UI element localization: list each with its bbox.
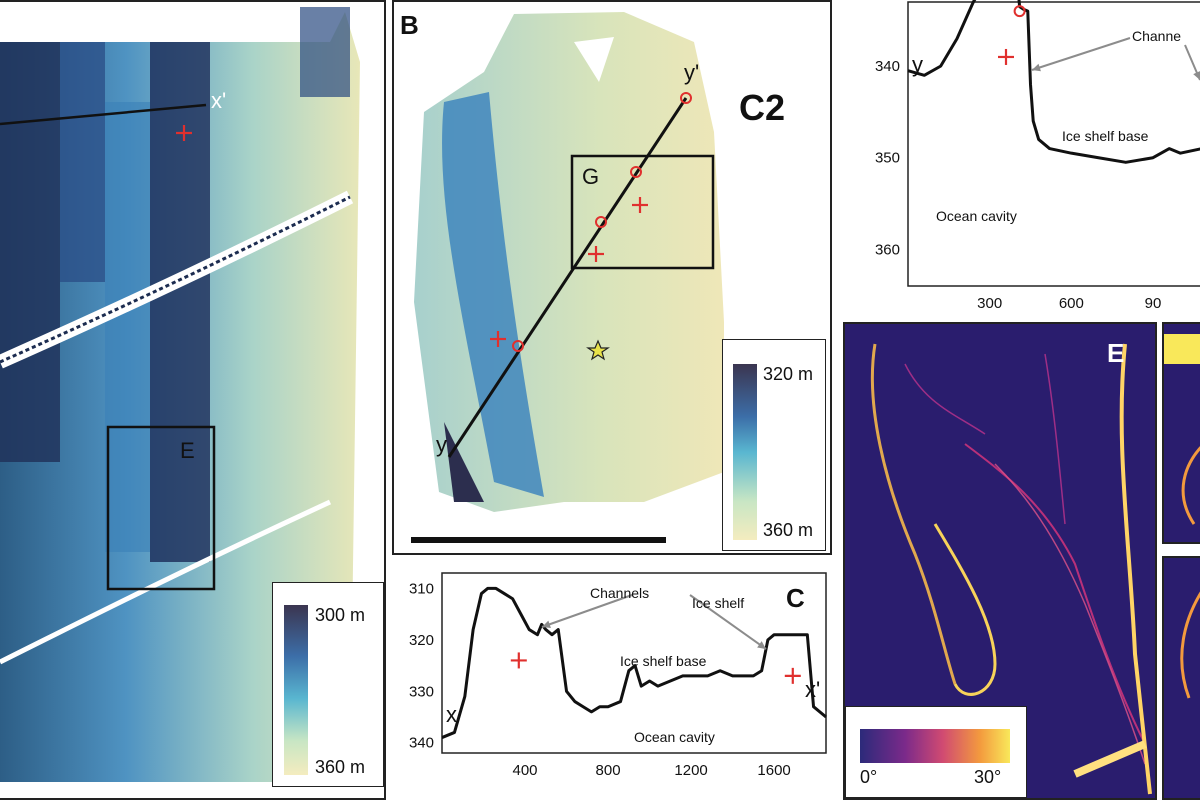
- annotation-ice-shelf-base-d: Ice shelf base: [1062, 128, 1149, 144]
- depth-legend-a: 300 m 360 m: [272, 582, 384, 787]
- annotation-ocean-cavity-d: Ocean cavity: [936, 208, 1017, 224]
- red-cross-marker: [784, 667, 801, 684]
- red-cross-marker: [998, 48, 1014, 65]
- depth-colorbar-b: [733, 364, 757, 540]
- panel-a-map-image: [0, 7, 360, 782]
- panel-c-profile: 400 800 1200 1600 310 320 330 340 C Channels Ic…: [390, 565, 840, 800]
- channel-arrow-head: [757, 641, 766, 649]
- depth-colorbar-a: [284, 605, 308, 775]
- x-tick-label: 300: [977, 295, 1002, 312]
- channel-arrow-head: [542, 620, 551, 628]
- red-cross-marker: [176, 125, 192, 141]
- annotation-ice-shelf-base-c: Ice shelf base: [620, 653, 707, 669]
- panel-a-map: x' E 300 m 360 m: [0, 0, 386, 800]
- ice-base-profile-line: [441, 586, 827, 739]
- region-tag-c2: C2: [739, 87, 786, 128]
- annotation-channels-c: Channels: [590, 585, 650, 601]
- red-circle-marker: [1013, 5, 1026, 18]
- red-cross-marker: [510, 652, 527, 669]
- panel-d-profile: 300 600 90 340 350 360 y Channe Ice shelf bas…: [840, 0, 1200, 318]
- slope-legend: 0° 30°: [845, 706, 1027, 798]
- y-tick-label: 350: [875, 150, 900, 167]
- y-tick-label: 340: [875, 58, 900, 75]
- annotation-channels-d: Channe: [1132, 28, 1182, 44]
- inset-label-e: E: [180, 438, 195, 463]
- star-icon: [586, 339, 610, 361]
- depth-legend-a-top: 300 m: [315, 605, 366, 625]
- depth-legend-b-top: 320 m: [763, 364, 814, 384]
- x-tick-label: 1200: [674, 762, 707, 779]
- x-tick-label: 90: [1145, 295, 1162, 312]
- point-label-y: y: [436, 432, 447, 457]
- depth-legend-a-bottom: 360 m: [315, 757, 366, 777]
- y-tick-label: 360: [875, 241, 900, 258]
- panel-c-letter: C: [786, 583, 805, 613]
- panel-e-letter: E: [1107, 338, 1125, 368]
- profile-line-y: [447, 97, 688, 458]
- panel-e-slope-image: [870, 343, 1152, 795]
- panel-f-slope-map-cropped: [1162, 322, 1200, 544]
- panel-b-map-image: [411, 12, 724, 543]
- depth-legend-b: 320 m 360 m: [722, 339, 826, 551]
- panel-f-image: [1164, 334, 1200, 525]
- annotation-ocean-cavity-c: Ocean cavity: [634, 729, 715, 745]
- ice-base-profile-line: [907, 0, 1200, 164]
- point-label-x-prime-c: x': [805, 677, 821, 702]
- panel-e-slope-map: E 0° 30°: [843, 322, 1157, 800]
- profile-chart-c: 400 800 1200 1600 310 320 330 340: [409, 572, 827, 779]
- slope-legend-right: 30°: [974, 767, 1002, 787]
- channel-arrow: [541, 594, 633, 628]
- point-label-y-d: y: [912, 52, 923, 77]
- x-tick-label: 600: [1059, 295, 1084, 312]
- panel-h-image: [1180, 591, 1200, 699]
- plot-frame: [907, 1, 1200, 287]
- panel-b-letter: B: [400, 10, 419, 40]
- y-tick-label: 310: [409, 580, 434, 597]
- inset-label-g: G: [582, 164, 600, 189]
- x-tick-label: 800: [596, 762, 621, 779]
- point-label-x-prime: x': [211, 88, 227, 113]
- point-label-y-prime: y': [684, 60, 700, 85]
- inset-box-e: [106, 425, 216, 591]
- channel-arrow-head: [1032, 63, 1041, 72]
- x-tick-label: 1600: [757, 762, 790, 779]
- inset-box-g: [570, 154, 715, 270]
- y-tick-label: 320: [409, 632, 434, 649]
- depth-legend-b-bottom: 360 m: [763, 520, 814, 540]
- channel-arrow: [689, 594, 767, 650]
- slope-legend-left: 0°: [860, 767, 878, 787]
- point-label-x: x: [446, 702, 457, 727]
- annotation-ice-shelf-c: Ice shelf: [692, 595, 745, 611]
- channel-arrow-head: [1193, 71, 1200, 80]
- x-tick-label: 400: [513, 762, 538, 779]
- y-tick-label: 340: [409, 735, 434, 752]
- profile-chart-d: 300 600 90 340 350 360: [875, 0, 1200, 312]
- panel-h-slope-map-cropped: [1162, 556, 1200, 800]
- profile-line-x: [0, 103, 207, 126]
- slope-colorbar: [860, 729, 1010, 763]
- channel-arrow: [1031, 37, 1131, 71]
- y-tick-label: 330: [409, 683, 434, 700]
- panel-b-map: B C2 y' y G 320 m 360 m: [392, 0, 832, 555]
